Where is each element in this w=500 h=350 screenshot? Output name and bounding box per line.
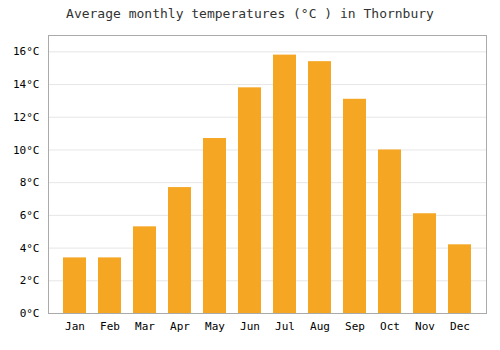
- svg-text:Mar: Mar: [135, 320, 155, 333]
- svg-text:May: May: [205, 320, 225, 333]
- svg-text:0°C: 0°C: [20, 307, 40, 320]
- svg-text:6°C: 6°C: [20, 209, 40, 222]
- svg-text:Jan: Jan: [65, 320, 85, 333]
- svg-text:2°C: 2°C: [20, 274, 40, 287]
- svg-text:Feb: Feb: [100, 320, 120, 333]
- svg-text:Oct: Oct: [380, 320, 400, 333]
- svg-text:14°C: 14°C: [13, 78, 40, 91]
- svg-text:Sep: Sep: [345, 320, 365, 333]
- svg-text:Dec: Dec: [450, 320, 470, 333]
- svg-text:Jun: Jun: [240, 320, 260, 333]
- svg-text:Jul: Jul: [275, 320, 295, 333]
- svg-text:Apr: Apr: [170, 320, 190, 333]
- svg-text:16°C: 16°C: [13, 45, 40, 58]
- svg-text:4°C: 4°C: [20, 242, 40, 255]
- svg-text:Aug: Aug: [310, 320, 330, 333]
- html-text:Average monthly temperatures (: Average monthly temperatures (°C ) in Th…: [66, 6, 434, 21]
- svg-text:Nov: Nov: [415, 320, 435, 333]
- svg-text:8°C: 8°C: [20, 176, 40, 189]
- svg-text:10°C: 10°C: [13, 143, 40, 156]
- svg-text:12°C: 12°C: [13, 111, 40, 124]
